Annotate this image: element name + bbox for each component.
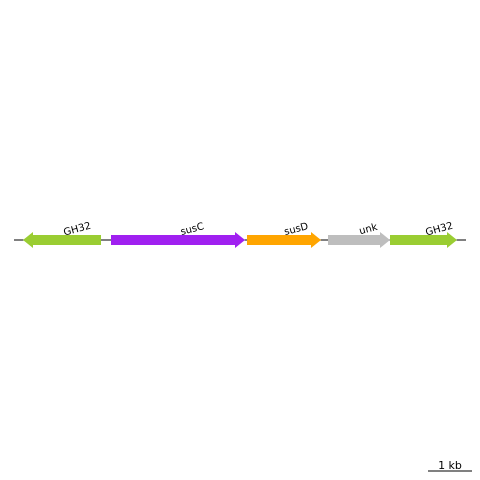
gene-arrow-gh32-left: GH32 [23, 221, 101, 248]
gene-0-arrow [23, 232, 101, 248]
gene-2-arrow [247, 232, 321, 248]
gene-arrow-susd: susD [247, 221, 321, 248]
gene-arrow-gh32-right: GH32 [390, 221, 457, 248]
scale-bar-label: 1 kb [438, 459, 462, 472]
gene-3-label: unk [358, 222, 379, 237]
gene-4-arrow [390, 232, 457, 248]
scale-bar: 1 kb [428, 459, 472, 472]
gene-arrow-unk: unk [328, 222, 390, 248]
gene-1-arrow [111, 232, 245, 248]
gene-arrow-susc: susC [111, 221, 245, 248]
gene-3-arrow [328, 232, 390, 248]
